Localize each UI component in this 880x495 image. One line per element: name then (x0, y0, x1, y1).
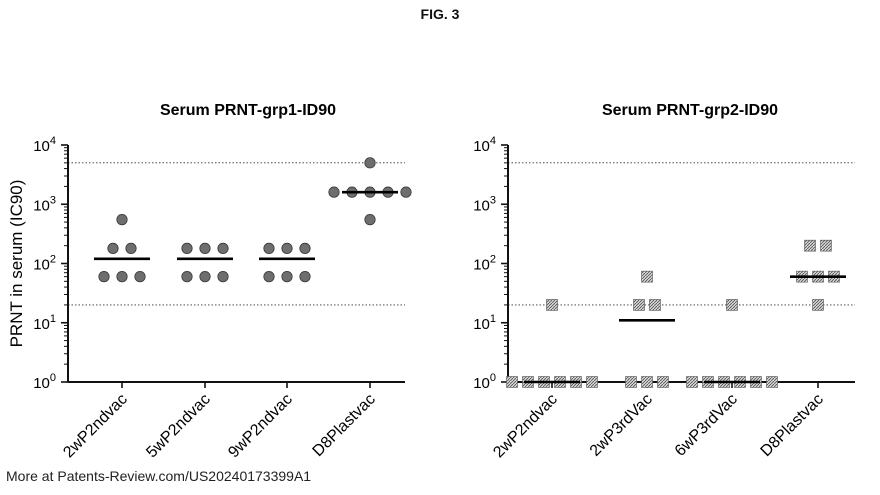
watermark-text: More at Patents-Review.com/US20240173399… (6, 468, 311, 484)
y-tick-label: 103 (473, 194, 496, 214)
data-point (587, 377, 598, 388)
data-point (99, 271, 109, 281)
data-point (200, 243, 210, 253)
data-point (634, 299, 645, 310)
data-point (650, 299, 661, 310)
data-point (182, 271, 192, 281)
x-tick-label: 2wP2ndvac (490, 391, 561, 462)
y-tick-label: 104 (473, 135, 496, 155)
data-point (218, 243, 228, 253)
data-point (200, 271, 210, 281)
y-tick-label: 101 (33, 313, 56, 333)
y-tick-base: 10 (33, 316, 50, 333)
y-tick-label: 103 (33, 194, 56, 214)
y-tick-base: 10 (473, 138, 490, 155)
data-point (300, 243, 310, 253)
y-tick-exponent: 3 (490, 194, 496, 206)
data-point (507, 377, 518, 388)
x-tick-label: D8Plastvac (758, 391, 827, 460)
data-point (365, 214, 375, 224)
y-tick-exponent: 2 (50, 254, 56, 266)
data-point (547, 299, 558, 310)
chart-title: Serum PRNT-grp1-ID90 (160, 102, 336, 119)
data-point (117, 271, 127, 281)
y-tick-exponent: 4 (490, 135, 496, 147)
x-tick-label: 6wP3rdVac (672, 391, 741, 460)
data-point (117, 214, 127, 224)
y-tick-label: 101 (473, 313, 496, 333)
data-point (264, 243, 274, 253)
data-point (658, 377, 669, 388)
data-point (329, 187, 339, 197)
chart-panel-1: Serum PRNT-grp1-ID90 PRNT in serum (IC90)… (7, 102, 411, 461)
data-point (767, 377, 778, 388)
y-tick-base: 10 (33, 257, 50, 274)
y-tick-base: 10 (473, 197, 490, 214)
y-tick-exponent: 2 (490, 254, 496, 266)
data-point (805, 240, 816, 251)
data-point (282, 243, 292, 253)
y-tick-base: 10 (33, 375, 50, 392)
y-tick-exponent: 0 (50, 372, 56, 384)
y-tick-base: 10 (33, 138, 50, 155)
x-tick-label: D8Plastvac (310, 391, 379, 460)
data-point (642, 271, 653, 282)
data-point (401, 187, 411, 197)
y-tick-label: 102 (473, 254, 496, 274)
chart-panel-2: Serum PRNT-grp2-ID901001011021031042wP2n… (473, 102, 855, 461)
y-tick-exponent: 4 (50, 135, 56, 147)
y-tick-label: 100 (473, 372, 496, 392)
data-point (642, 377, 653, 388)
y-tick-label: 100 (33, 372, 56, 392)
y-axis-label: PRNT in serum (IC90) (7, 180, 26, 348)
y-tick-base: 10 (473, 257, 490, 274)
data-point (300, 271, 310, 281)
data-point (626, 377, 637, 388)
y-tick-exponent: 0 (490, 372, 496, 384)
data-point (218, 271, 228, 281)
y-tick-label: 104 (33, 135, 56, 155)
x-tick-label: 9wP2ndvac (225, 391, 296, 462)
y-tick-exponent: 3 (50, 194, 56, 206)
x-tick-label: 2wP2ndvac (60, 391, 131, 462)
chart-title: Serum PRNT-grp2-ID90 (602, 102, 778, 119)
data-point (282, 271, 292, 281)
data-point (365, 158, 375, 168)
y-tick-base: 10 (473, 316, 490, 333)
x-tick-label: 2wP3rdVac (587, 391, 656, 460)
data-point (727, 299, 738, 310)
y-tick-label: 102 (33, 254, 56, 274)
y-tick-base: 10 (473, 375, 490, 392)
data-point (687, 377, 698, 388)
data-point (108, 243, 118, 253)
y-tick-exponent: 1 (50, 313, 56, 325)
x-tick-label: 5wP2ndvac (143, 391, 214, 462)
y-tick-exponent: 1 (490, 313, 496, 325)
data-point (182, 243, 192, 253)
data-point (821, 240, 832, 251)
y-tick-base: 10 (33, 197, 50, 214)
data-point (126, 243, 136, 253)
data-point (813, 299, 824, 310)
data-point (135, 271, 145, 281)
data-point (264, 271, 274, 281)
